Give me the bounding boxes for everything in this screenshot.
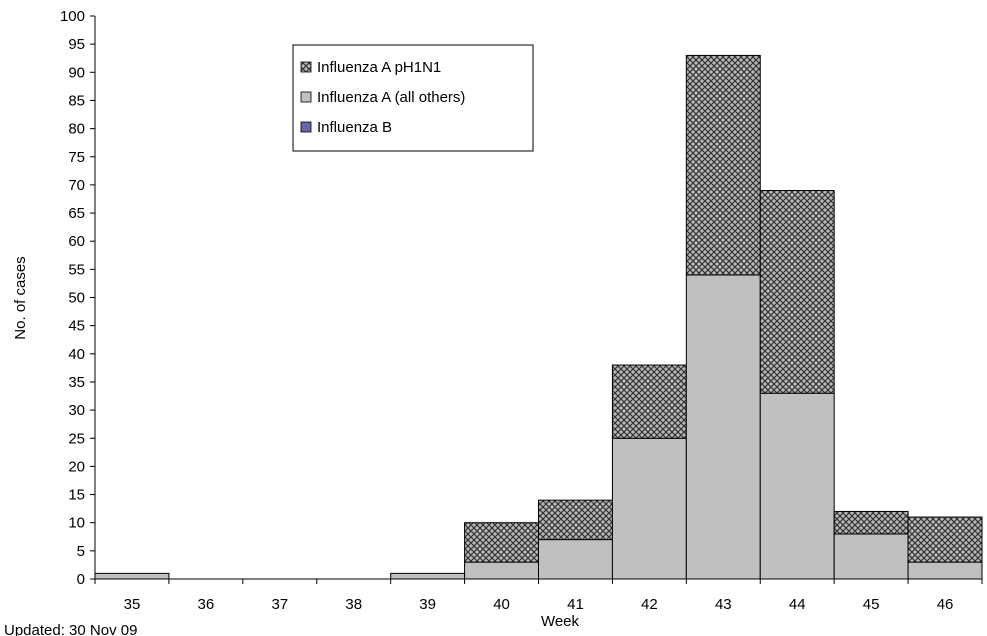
y-tick-label-85: 85 xyxy=(68,92,85,109)
x-tick-label-40: 40 xyxy=(493,596,510,613)
axes-layer xyxy=(90,15,983,584)
y-tick-label-20: 20 xyxy=(68,458,85,475)
y-tick-label-25: 25 xyxy=(68,430,85,447)
bar-45-series-1 xyxy=(833,533,909,580)
x-axis-title: Week xyxy=(541,613,580,630)
y-tick-label-40: 40 xyxy=(68,346,85,363)
y-tick-label-35: 35 xyxy=(68,374,85,391)
x-tick-label-38: 38 xyxy=(345,596,362,613)
legend-label-1: Influenza A (all others) xyxy=(317,89,465,106)
bar-39-series-1 xyxy=(390,572,466,580)
legend-label-2: Influenza B xyxy=(317,119,392,136)
y-tick-label-70: 70 xyxy=(68,177,85,194)
bar-40-series-1 xyxy=(464,561,539,580)
bar-42-series-2 xyxy=(611,364,687,439)
x-tick-label-42: 42 xyxy=(641,596,658,613)
y-tick-label-80: 80 xyxy=(68,121,85,138)
y-tick-label-50: 50 xyxy=(68,290,85,307)
bar-41-series-2 xyxy=(538,499,613,541)
y-tick-label-45: 45 xyxy=(68,318,85,335)
y-tick-label-100: 100 xyxy=(60,8,85,25)
y-axis-title: No. of cases xyxy=(12,256,29,339)
legend-label-0: Influenza A pH1N1 xyxy=(317,59,441,76)
bar-41-series-1 xyxy=(538,539,613,580)
y-tick-label-30: 30 xyxy=(68,402,85,419)
bar-45-series-2 xyxy=(833,510,909,535)
x-tick-label-41: 41 xyxy=(567,596,584,613)
x-tick-label-37: 37 xyxy=(271,596,288,613)
y-tick-label-65: 65 xyxy=(68,205,85,222)
bar-42-series-1 xyxy=(611,437,687,580)
legend-swatch-2 xyxy=(300,121,312,133)
legend: Influenza A pH1N1 Influenza A (all others… xyxy=(292,44,534,152)
legend-swatch-0 xyxy=(300,61,312,73)
x-tick-label-46: 46 xyxy=(937,596,954,613)
x-tick-label-45: 45 xyxy=(863,596,880,613)
y-tick-label-5: 5 xyxy=(77,543,85,560)
bar-46-series-2 xyxy=(907,516,983,563)
y-tick-label-75: 75 xyxy=(68,149,85,166)
y-tick-label-10: 10 xyxy=(68,515,85,532)
y-tick-label-0: 0 xyxy=(77,571,85,588)
legend-box xyxy=(292,44,534,152)
bar-40-series-2 xyxy=(464,522,539,563)
bars-layer xyxy=(94,54,983,580)
labels-layer: 0 5 10 15 20 25 30 35 40 45 50 55 60 65 70 75 80 85 90 95 10… xyxy=(60,8,953,613)
y-tick-label-90: 90 xyxy=(68,64,85,81)
bar-43-series-2 xyxy=(685,54,761,276)
bar-44-series-2 xyxy=(759,190,835,394)
x-tick-label-44: 44 xyxy=(789,596,806,613)
bar-43-series-1 xyxy=(685,274,761,580)
y-tick-label-60: 60 xyxy=(68,233,85,250)
legend-swatch-1 xyxy=(300,91,312,103)
x-tick-label-39: 39 xyxy=(419,596,436,613)
x-tick-label-36: 36 xyxy=(198,596,215,613)
x-tick-label-35: 35 xyxy=(124,596,141,613)
y-tick-label-55: 55 xyxy=(68,261,85,278)
y-tick-label-15: 15 xyxy=(68,487,85,504)
y-tick-label-95: 95 xyxy=(68,36,85,53)
bar-44-series-1 xyxy=(759,392,835,580)
bar-35-series-1 xyxy=(94,572,170,580)
x-tick-label-43: 43 xyxy=(715,596,732,613)
updated-note: Updated: 30 Nov 09 xyxy=(4,622,137,636)
bar-46-series-1 xyxy=(907,561,983,580)
